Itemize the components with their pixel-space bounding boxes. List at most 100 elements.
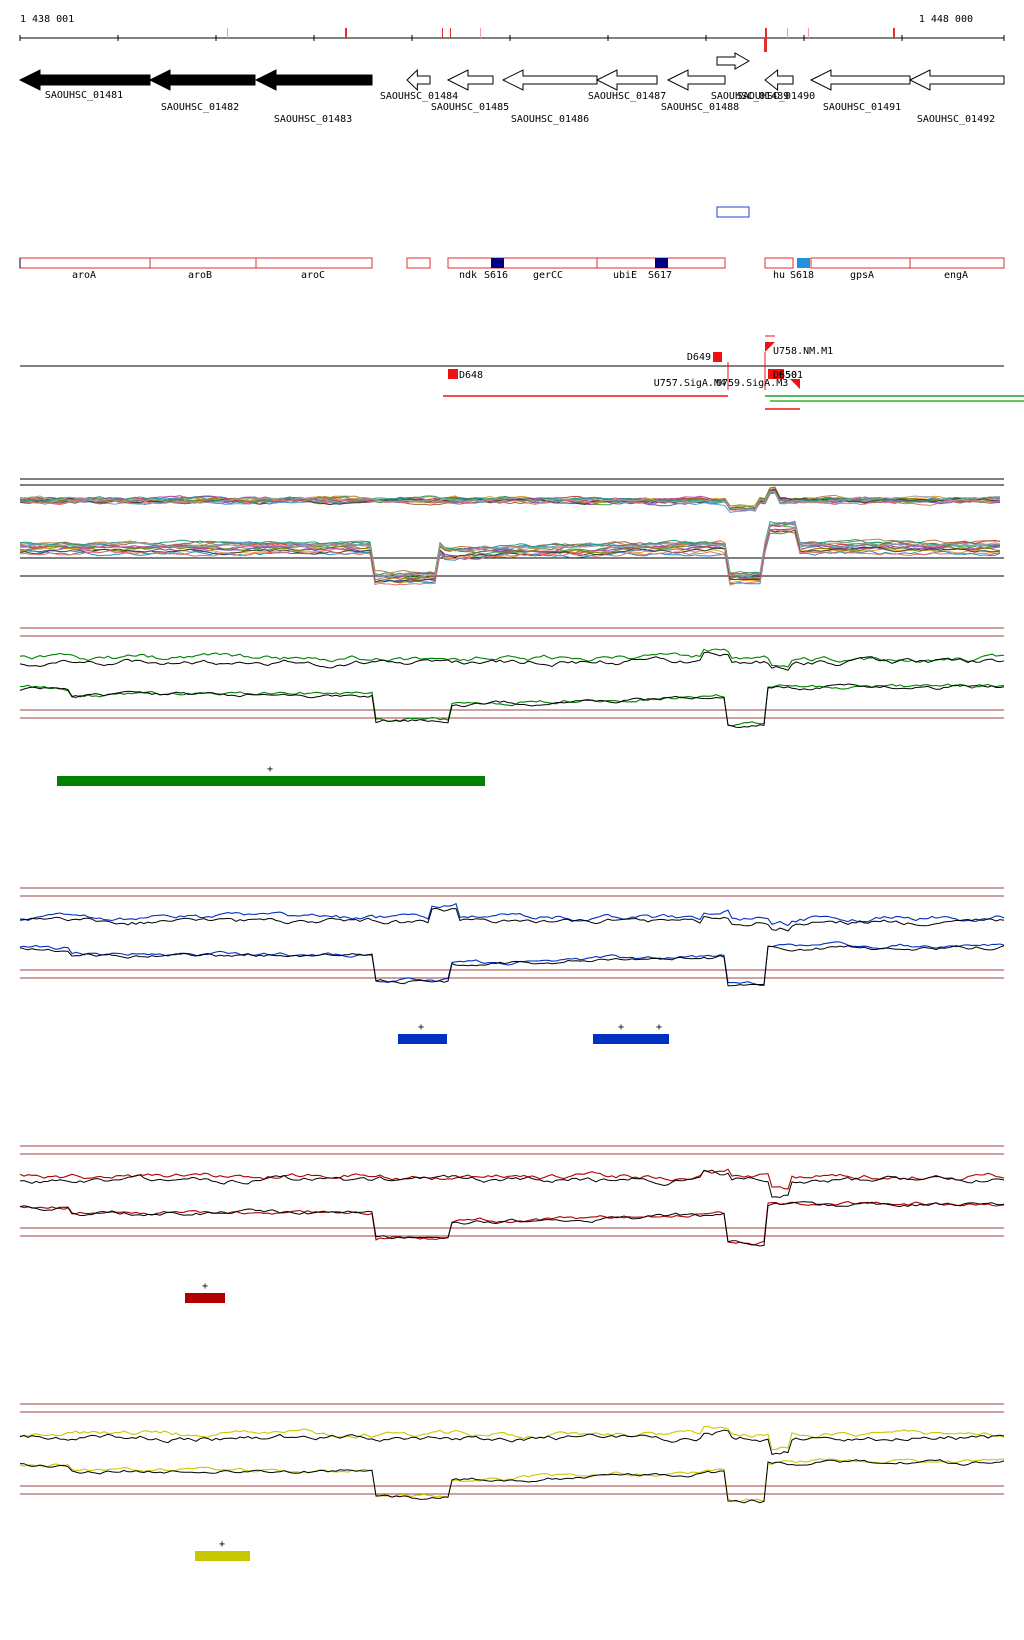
segment-bar-blue[interactable] (653, 1034, 669, 1044)
operon-hu[interactable]: hu (764, 257, 794, 281)
ruler-mark (442, 28, 443, 38)
operon-engA[interactable]: engA (909, 257, 1005, 281)
gene-arrow[interactable] (406, 68, 431, 92)
feature-label-U758: U758.NM.M1 (773, 346, 833, 357)
gene-label: SAOUHSC_01484 (380, 91, 458, 102)
condition-tracks: + + + + + + (19, 627, 1005, 1561)
gene-g1483[interactable]: SAOUHSC_01483 (254, 69, 373, 125)
segment-S618[interactable]: S618 (790, 258, 814, 281)
signal-upper-reference (19, 1169, 1005, 1199)
signal-upper-condition (20, 902, 1005, 927)
gene-label: SAOUHSC_01487 (588, 91, 666, 102)
gene-arrow[interactable] (148, 69, 256, 91)
ruler-mark (893, 28, 895, 38)
ruler-mark (227, 28, 228, 38)
gene-g1488[interactable]: SAOUHSC_01488 (661, 69, 739, 113)
operon-box[interactable] (447, 257, 598, 269)
ruler-mark (765, 28, 767, 38)
ruler-mark (450, 28, 451, 38)
feature-label-D649: D649 (687, 352, 711, 363)
segment-box[interactable] (797, 258, 810, 268)
gene-arrow[interactable] (809, 69, 911, 91)
operon-box[interactable] (764, 257, 794, 269)
segment-bar-yellow[interactable] (195, 1551, 250, 1561)
gene-g1490[interactable]: SAOUHSC_01490 (737, 68, 815, 102)
segment-bar-red[interactable] (185, 1293, 225, 1303)
segment-label: S616 (484, 270, 508, 281)
segment-box[interactable] (491, 258, 504, 268)
signal-lower-condition (19, 941, 1005, 986)
operon-box[interactable] (19, 257, 151, 269)
operon-ndk[interactable]: ndk (406, 257, 477, 281)
gene-arrow[interactable] (666, 69, 726, 91)
feature-marker (448, 369, 458, 379)
operon-box[interactable] (149, 257, 257, 269)
gene-label: SAOUHSC_01491 (823, 102, 901, 113)
segment-bar-label: + (618, 1022, 624, 1033)
feature-label-S501: S501 (779, 370, 803, 381)
gene-g1491[interactable]: SAOUHSC_01491 (809, 69, 911, 113)
segment-label: S617 (648, 270, 672, 281)
gene-arrow[interactable] (18, 69, 151, 91)
gene-g1487[interactable]: SAOUHSC_01487 (588, 69, 666, 102)
operon-box[interactable] (909, 257, 1005, 269)
gene-arrow[interactable] (501, 69, 598, 91)
operon-label: gerCC (533, 270, 563, 281)
signal-lower-reference (19, 1459, 1005, 1504)
gene-label: SAOUHSC_01483 (274, 114, 352, 125)
operon-box[interactable] (406, 257, 431, 269)
segment-S617[interactable]: S617 (648, 258, 672, 281)
operon-label: gpsA (850, 270, 874, 281)
feature-marker (790, 379, 800, 389)
gene-label: SAOUHSC_01492 (917, 114, 995, 125)
segment-bar-label: + (202, 1281, 208, 1292)
operon-label: ndk (459, 270, 477, 281)
gene-arrow[interactable] (595, 69, 658, 91)
gene-label: SAOUHSC_01488 (661, 102, 739, 113)
segment-bar-label: + (219, 1539, 225, 1550)
gene-arrow[interactable] (764, 68, 794, 92)
gene-g1492[interactable]: SAOUHSC_01492 (908, 69, 1005, 125)
gene-arrow[interactable] (716, 52, 751, 70)
segment-S616[interactable]: S616 (484, 258, 508, 281)
overlay-series-top (19, 491, 1000, 510)
segment-bar-blue[interactable] (398, 1034, 447, 1044)
segment-bar-green[interactable] (57, 776, 485, 786)
gene-track: SAOUHSC_01481 SAOUHSC_01482 SAOUHSC_01483 S… (18, 52, 1005, 125)
ruler-mark (480, 28, 481, 38)
gene-label: SAOUHSC_01486 (511, 114, 589, 125)
gene-g1486[interactable]: SAOUHSC_01486 (501, 69, 598, 125)
gene-label: SAOUHSC_01490 (737, 91, 815, 102)
operon-gpsA[interactable]: gpsA (810, 257, 911, 281)
operon-box[interactable] (255, 257, 373, 269)
gene-g1481[interactable]: SAOUHSC_01481 (18, 69, 151, 101)
operon-box[interactable] (810, 257, 911, 269)
gene-g1489[interactable]: SAOUHSC_01489 (711, 52, 789, 102)
feature-label-D648: D648 (459, 370, 483, 381)
coordinate-ruler: 1 438 001 1 448 000 (19, 14, 1005, 52)
signal-upper-condition (19, 1425, 1005, 1451)
overlay-series-bottom (19, 527, 1001, 583)
signal-upper-reference (19, 907, 1005, 932)
segment-bar-blue[interactable] (593, 1034, 653, 1044)
overlay-series-bottom (19, 529, 1001, 583)
condition-track-red: + (19, 1145, 1005, 1303)
gene-label: SAOUHSC_01489 (711, 91, 789, 102)
feature-marker (713, 352, 722, 362)
ruler-ticks (19, 35, 1005, 41)
gene-arrow[interactable] (908, 69, 1005, 91)
gene-arrow[interactable] (254, 69, 373, 91)
gene-g1485[interactable]: SAOUHSC_01485 (431, 69, 509, 113)
gene-g1484[interactable]: SAOUHSC_01484 (380, 68, 458, 102)
gene-g1482[interactable]: SAOUHSC_01482 (148, 69, 256, 113)
operon-aroB[interactable]: aroB (149, 257, 257, 281)
all-samples-overlay-track (19, 478, 1004, 586)
operon-aroC[interactable]: aroC (255, 257, 373, 281)
segment-box[interactable] (655, 258, 668, 268)
operon-track: aroA aroB aroC ndk gerCC ubiE hu gpsA engA S616 S6… (19, 257, 1005, 281)
overlay-series-bottom (19, 528, 1001, 581)
ruler-mark (787, 28, 788, 38)
gene-arrow[interactable] (446, 69, 494, 91)
operon-aroA[interactable]: aroA (19, 257, 151, 281)
